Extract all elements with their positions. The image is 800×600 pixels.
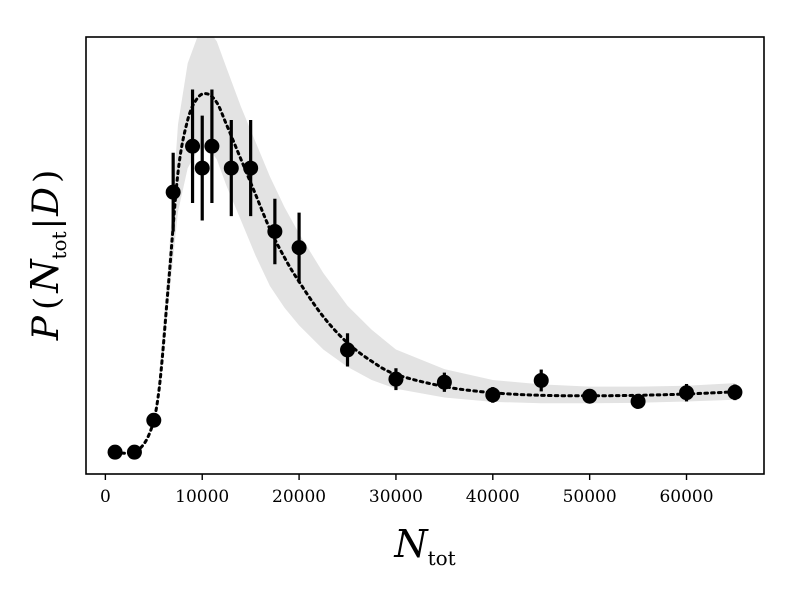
data-point <box>630 393 646 409</box>
data-marker <box>533 372 549 388</box>
data-point <box>185 89 201 204</box>
data-marker <box>243 160 259 176</box>
data-point <box>223 120 239 217</box>
y-axis-label-script: P <box>26 315 67 341</box>
data-point <box>388 368 404 391</box>
y-axis-label-close: ) <box>27 170 67 183</box>
x-tick-label: 60000 <box>659 487 713 507</box>
data-point <box>107 444 123 460</box>
y-axis-label-bar: | <box>27 218 67 229</box>
data-marker <box>223 160 239 176</box>
x-tick-label: 10000 <box>175 487 229 507</box>
data-marker <box>126 444 142 460</box>
y-axis-label: P ( Ntot |D) <box>23 170 71 341</box>
y-axis-label-sub: tot <box>47 231 71 259</box>
data-marker <box>204 138 220 154</box>
data-marker <box>582 388 598 404</box>
model-curve <box>113 92 737 455</box>
x-tick-label: 0 <box>100 487 111 507</box>
x-axis-ticks: 0 10000 20000 30000 40000 50000 60000 <box>100 474 714 507</box>
data-point <box>165 152 181 232</box>
data-marker <box>194 160 210 176</box>
data-point <box>126 444 142 460</box>
x-axis-label: Ntot <box>393 522 455 570</box>
data-marker <box>679 385 695 401</box>
x-tick-label: 30000 <box>369 487 423 507</box>
plot-frame <box>85 36 765 475</box>
x-tick-label: 40000 <box>466 487 520 507</box>
uncertainty-band <box>158 37 735 404</box>
data-point <box>582 388 598 404</box>
data-point <box>204 89 220 204</box>
plot-content <box>107 37 743 460</box>
data-point <box>485 387 501 403</box>
x-tick-label: 50000 <box>563 487 617 507</box>
data-marker <box>340 342 356 358</box>
data-marker <box>107 444 123 460</box>
data-point <box>291 212 307 283</box>
data-marker <box>267 223 283 239</box>
data-point <box>727 384 743 401</box>
data-point <box>436 372 452 392</box>
data-point <box>679 383 695 402</box>
data-point <box>243 120 259 217</box>
data-marker <box>165 184 181 200</box>
x-axis-label-main: N <box>393 522 429 566</box>
data-marker <box>291 240 307 256</box>
x-tick-label: 20000 <box>272 487 326 507</box>
data-marker <box>146 412 162 428</box>
data-point <box>267 198 283 265</box>
y-axis-label-var: N <box>23 258 67 294</box>
data-marker <box>436 374 452 390</box>
y-axis-label-open: ( <box>27 297 67 310</box>
data-point <box>146 412 162 428</box>
data-point <box>194 115 210 221</box>
x-axis-label-sub: tot <box>428 546 456 570</box>
data-marker <box>388 371 404 387</box>
data-marker <box>485 387 501 403</box>
data-marker <box>185 138 201 154</box>
data-marker <box>727 384 743 400</box>
y-axis-label-cond: D <box>26 187 67 217</box>
data-point <box>340 333 356 367</box>
data-marker <box>630 393 646 409</box>
data-point <box>533 369 549 392</box>
